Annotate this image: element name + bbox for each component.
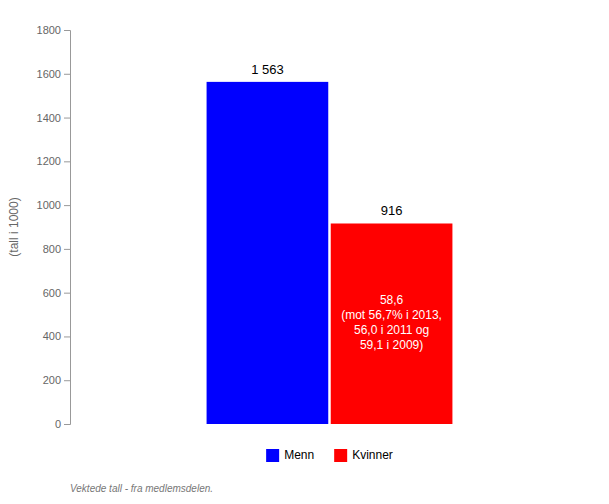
legend: Menn Kvinner bbox=[266, 448, 393, 462]
y-tick-mark bbox=[64, 161, 70, 162]
y-tick: 0 bbox=[55, 418, 70, 430]
y-tick-label: 200 bbox=[43, 374, 61, 386]
y-tick-mark bbox=[64, 30, 70, 31]
y-tick: 400 bbox=[43, 330, 70, 342]
y-tick-mark bbox=[64, 205, 70, 206]
legend-item: Kvinner bbox=[334, 448, 393, 462]
y-tick-label: 1000 bbox=[37, 199, 61, 211]
data-label: 916 bbox=[381, 203, 403, 218]
y-tick-label: 600 bbox=[43, 287, 61, 299]
y-tick-mark bbox=[64, 74, 70, 75]
legend-swatch bbox=[266, 449, 279, 462]
y-tick: 1200 bbox=[37, 155, 70, 167]
y-tick: 1800 bbox=[37, 24, 70, 36]
y-tick-label: 1200 bbox=[37, 155, 61, 167]
legend-swatch bbox=[334, 449, 347, 462]
texts: 1 563 916 58,6(mot 56,7% i 2013,56,0 i 201… bbox=[251, 62, 442, 353]
y-tick: 1000 bbox=[37, 199, 70, 211]
y-tick-label: 1600 bbox=[37, 68, 61, 80]
y-tick-label: 1800 bbox=[37, 24, 61, 36]
bar bbox=[207, 82, 329, 424]
y-tick: 800 bbox=[43, 243, 70, 255]
y-tick-mark bbox=[64, 424, 70, 425]
y-tick: 1400 bbox=[37, 112, 70, 124]
y-tick-mark bbox=[64, 380, 70, 381]
y-tick-mark bbox=[64, 118, 70, 119]
bars bbox=[207, 82, 453, 424]
y-tick-label: 0 bbox=[55, 418, 61, 430]
chart: 0 200 400 600 800 1000 1200 1400 1600 1800 1 563 91… bbox=[0, 0, 609, 504]
footnote: Vektede tall - fra medlemsdelen. bbox=[70, 483, 213, 494]
y-tick-label: 1400 bbox=[37, 112, 61, 124]
annotation: 58,6(mot 56,7% i 2013,56,0 i 2011 og59,1… bbox=[341, 293, 442, 352]
bar bbox=[331, 223, 453, 424]
legend-item: Menn bbox=[266, 448, 314, 462]
plot: 0 200 400 600 800 1000 1200 1400 1600 1800 1 563 91… bbox=[37, 24, 453, 430]
y-tick: 1600 bbox=[37, 68, 70, 80]
y-tick-mark bbox=[64, 293, 70, 294]
y-axis: 0 200 400 600 800 1000 1200 1400 1600 1800 bbox=[37, 24, 71, 430]
y-tick-mark bbox=[64, 249, 70, 250]
y-axis-line bbox=[64, 31, 71, 425]
y-tick-mark bbox=[64, 336, 70, 337]
y-tick: 200 bbox=[43, 374, 70, 386]
y-axis-title: (tall i 1000) bbox=[7, 197, 21, 256]
legend-label: Kvinner bbox=[352, 448, 393, 462]
data-label: 1 563 bbox=[251, 62, 284, 77]
y-tick-label: 400 bbox=[43, 330, 61, 342]
legend-label: Menn bbox=[284, 448, 314, 462]
y-tick: 600 bbox=[43, 287, 70, 299]
y-tick-label: 800 bbox=[43, 243, 61, 255]
